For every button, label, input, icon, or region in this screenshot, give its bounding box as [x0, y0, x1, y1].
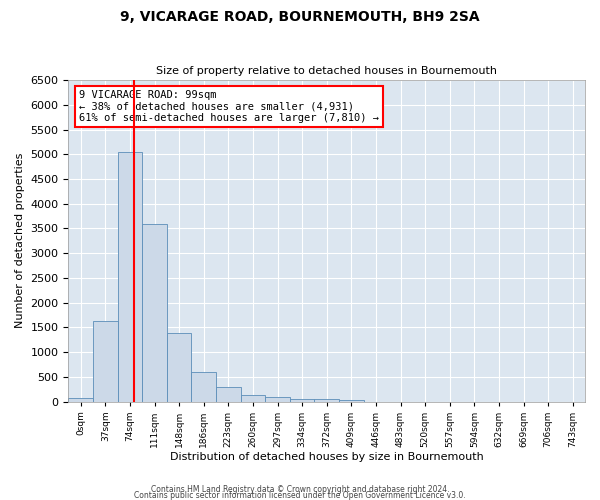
Text: 9, VICARAGE ROAD, BOURNEMOUTH, BH9 2SA: 9, VICARAGE ROAD, BOURNEMOUTH, BH9 2SA [120, 10, 480, 24]
Bar [314, 399, 339, 402]
Bar [191, 372, 216, 402]
Bar [339, 400, 364, 402]
Text: Contains public sector information licensed under the Open Government Licence v3: Contains public sector information licen… [134, 490, 466, 500]
Bar [142, 224, 167, 402]
Title: Size of property relative to detached houses in Bournemouth: Size of property relative to detached ho… [156, 66, 497, 76]
Bar [118, 152, 142, 402]
Bar [167, 334, 191, 402]
Bar [290, 399, 314, 402]
Text: Contains HM Land Registry data © Crown copyright and database right 2024.: Contains HM Land Registry data © Crown c… [151, 484, 449, 494]
Bar [93, 322, 118, 402]
Text: 9 VICARAGE ROAD: 99sqm
← 38% of detached houses are smaller (4,931)
61% of semi-: 9 VICARAGE ROAD: 99sqm ← 38% of detached… [79, 90, 379, 123]
Y-axis label: Number of detached properties: Number of detached properties [15, 153, 25, 328]
Bar [216, 387, 241, 402]
X-axis label: Distribution of detached houses by size in Bournemouth: Distribution of detached houses by size … [170, 452, 484, 462]
Bar [241, 394, 265, 402]
Bar [68, 398, 93, 402]
Bar [265, 398, 290, 402]
